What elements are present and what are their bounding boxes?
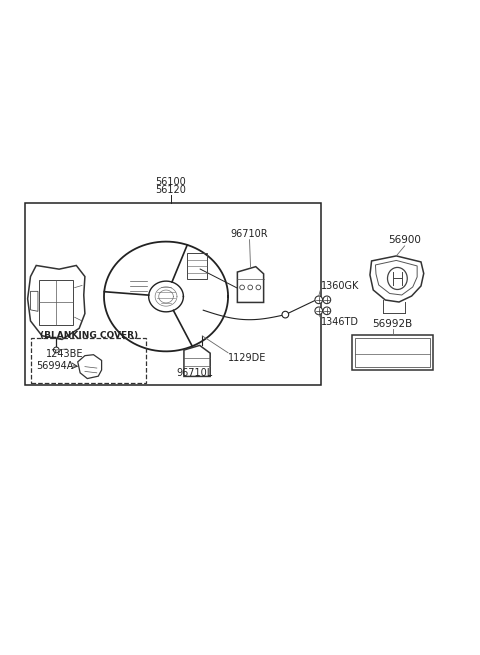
Text: 96710L: 96710L [177, 368, 213, 378]
Circle shape [282, 311, 288, 318]
Circle shape [315, 296, 323, 304]
Bar [356, 338, 430, 367]
Text: 56100: 56100 [156, 177, 186, 187]
Text: 1346TD: 1346TD [321, 317, 359, 327]
Text: 1360GK: 1360GK [321, 281, 360, 291]
Circle shape [53, 347, 59, 353]
Text: 96710R: 96710R [231, 229, 268, 239]
Bar [32, 338, 146, 383]
Bar [352, 335, 433, 371]
Circle shape [323, 296, 331, 304]
Text: 1243BE: 1243BE [46, 349, 83, 359]
Text: (BLANKING COVER): (BLANKING COVER) [40, 331, 138, 341]
Circle shape [323, 307, 331, 314]
Text: 1129DE: 1129DE [228, 353, 266, 363]
Bar [39, 280, 73, 325]
Text: 56900: 56900 [388, 235, 421, 246]
Text: 56994A: 56994A [36, 361, 73, 371]
Text: 56992B: 56992B [372, 319, 413, 329]
Circle shape [315, 307, 323, 314]
Text: 56120: 56120 [156, 185, 186, 195]
Bar [25, 204, 321, 384]
